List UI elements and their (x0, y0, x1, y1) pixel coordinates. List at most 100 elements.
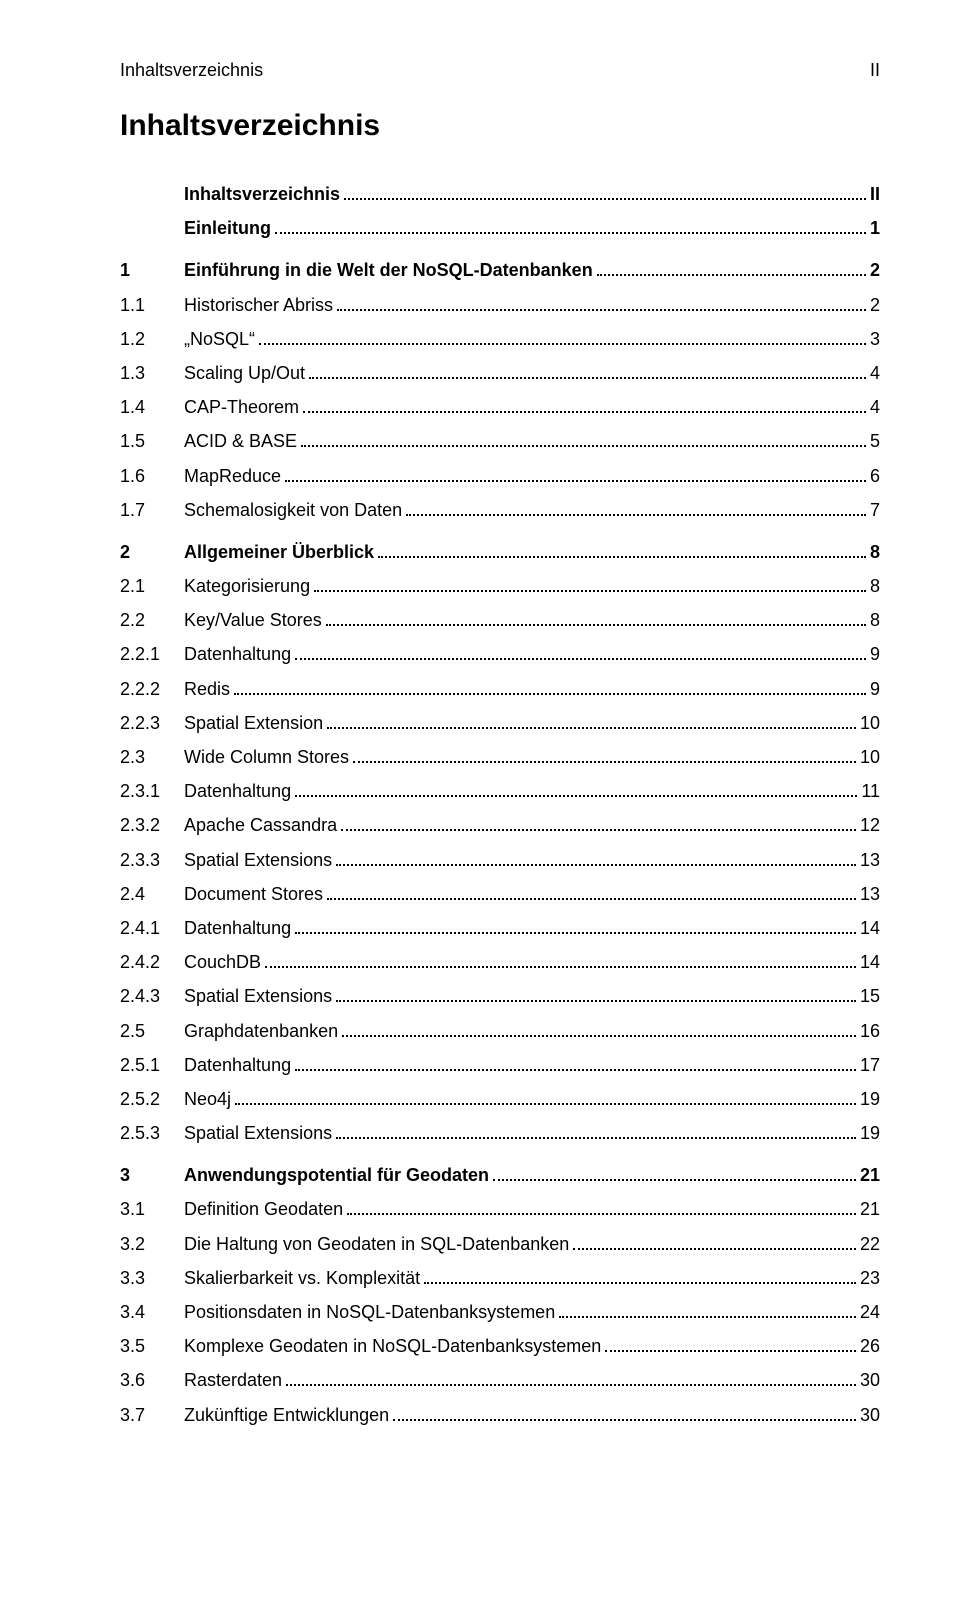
toc-leader-dots (342, 1024, 856, 1037)
toc-leader-dots (493, 1168, 856, 1181)
toc-entry: 3.7Zukünftige Entwicklungen30 (120, 1398, 880, 1432)
toc-entry-number: 2.3.1 (120, 774, 184, 808)
toc-leader-dots (597, 264, 866, 277)
toc-entry-number: 3.2 (120, 1227, 184, 1261)
toc-entry-title: Anwendungspotential für Geodaten (184, 1158, 489, 1192)
toc-entry: 2.3.2Apache Cassandra12 (120, 808, 880, 842)
toc-entry-number: 2 (120, 535, 184, 569)
toc-entry-number: 2.4.3 (120, 979, 184, 1013)
toc-entry-number: 2.2.1 (120, 637, 184, 671)
toc-entry-title: Inhaltsverzeichnis (184, 177, 340, 211)
toc-leader-dots (605, 1339, 856, 1352)
toc-leader-dots (336, 1126, 856, 1139)
toc-leader-dots (314, 579, 866, 592)
toc-entry-page: 6 (870, 459, 880, 493)
toc-entry-number: 1.4 (120, 390, 184, 424)
toc-entry-page: 8 (870, 535, 880, 569)
toc-entry-page: 10 (860, 706, 880, 740)
toc-entry-title: Schemalosigkeit von Daten (184, 493, 402, 527)
toc-leader-dots (301, 435, 866, 448)
toc-entry-title: Historischer Abriss (184, 288, 333, 322)
toc-entry: 3.6Rasterdaten30 (120, 1363, 880, 1397)
toc-entry-title: Scaling Up/Out (184, 356, 305, 390)
toc-entry-page: 23 (860, 1261, 880, 1295)
toc-entry-page: 4 (870, 390, 880, 424)
toc-entry: 2.3.1Datenhaltung11 (120, 774, 880, 808)
toc-entry-number: 2.3 (120, 740, 184, 774)
toc-entry-page: 9 (870, 672, 880, 706)
toc-leader-dots (378, 545, 866, 558)
toc-entry-title: MapReduce (184, 459, 281, 493)
header-left: Inhaltsverzeichnis (120, 60, 263, 81)
toc-entry-title: „NoSQL“ (184, 322, 255, 356)
toc-entry: 2.4Document Stores13 (120, 877, 880, 911)
toc-leader-dots (393, 1408, 856, 1421)
toc-entry-page: 8 (870, 569, 880, 603)
toc-entry: 1.4CAP-Theorem4 (120, 390, 880, 424)
toc-leader-dots (424, 1271, 856, 1284)
toc-leader-dots (347, 1203, 856, 1216)
toc-entry: 1Einführung in die Welt der NoSQL-Datenb… (120, 253, 880, 287)
toc-entry-page: 5 (870, 424, 880, 458)
toc-entry: 2.2Key/Value Stores8 (120, 603, 880, 637)
toc-entry-page: II (870, 177, 880, 211)
toc-entry-page: 2 (870, 288, 880, 322)
toc-entry-page: 19 (860, 1116, 880, 1150)
toc-leader-dots (295, 921, 856, 934)
toc-entry-page: 30 (860, 1363, 880, 1397)
toc-entry-page: 8 (870, 603, 880, 637)
toc-entry-title: Komplexe Geodaten in NoSQL-Datenbanksyst… (184, 1329, 601, 1363)
toc-entry: 2.5.2Neo4j19 (120, 1082, 880, 1116)
toc-entry-title: Zukünftige Entwicklungen (184, 1398, 389, 1432)
toc-entry-title: Allgemeiner Überblick (184, 535, 374, 569)
toc-entry: 1.6MapReduce6 (120, 459, 880, 493)
toc-leader-dots (235, 1092, 856, 1105)
toc-entry-page: 19 (860, 1082, 880, 1116)
toc-entry: 3Anwendungspotential für Geodaten21 (120, 1158, 880, 1192)
toc-entry-page: 4 (870, 356, 880, 390)
toc-entry-title: Positionsdaten in NoSQL-Datenbanksysteme… (184, 1295, 555, 1329)
toc-entry-title: Einleitung (184, 211, 271, 245)
toc-entry: 1.1Historischer Abriss 2 (120, 288, 880, 322)
toc-entry: 1.5ACID & BASE5 (120, 424, 880, 458)
toc-entry-title: CouchDB (184, 945, 261, 979)
toc-entry: 3.2Die Haltung von Geodaten in SQL-Daten… (120, 1227, 880, 1261)
toc-entry-number: 3.4 (120, 1295, 184, 1329)
toc-entry: 2.4.1Datenhaltung14 (120, 911, 880, 945)
toc-entry-number: 2.1 (120, 569, 184, 603)
toc-entry: 3.5Komplexe Geodaten in NoSQL-Datenbanks… (120, 1329, 880, 1363)
toc-entry: 2.5.3Spatial Extensions19 (120, 1116, 880, 1150)
toc-entry: 2.2.2Redis9 (120, 672, 880, 706)
toc-entry-page: 13 (860, 877, 880, 911)
toc-entry-title: Spatial Extension (184, 706, 323, 740)
toc-entry: 2.4.3Spatial Extensions15 (120, 979, 880, 1013)
toc-leader-dots (341, 819, 856, 832)
toc-entry-page: 10 (860, 740, 880, 774)
toc-entry-title: Skalierbarkeit vs. Komplexität (184, 1261, 420, 1295)
toc-entry: Inhaltsverzeichnis II (120, 177, 880, 211)
toc-leader-dots (234, 682, 866, 695)
toc-entry-page: 14 (860, 945, 880, 979)
toc-entry-page: 2 (870, 253, 880, 287)
toc-entry-number: 2.2 (120, 603, 184, 637)
toc-leader-dots (275, 221, 866, 234)
toc-entry-page: 13 (860, 843, 880, 877)
toc-entry-page: 14 (860, 911, 880, 945)
toc-entry-page: 26 (860, 1329, 880, 1363)
document-page: Inhaltsverzeichnis II Inhaltsverzeichnis… (0, 0, 960, 1616)
toc-entry: 2.2.3Spatial Extension10 (120, 706, 880, 740)
toc-leader-dots (344, 187, 866, 200)
toc-entry-page: 22 (860, 1227, 880, 1261)
toc-entry-title: Datenhaltung (184, 637, 291, 671)
toc-entry-title: Graphdatenbanken (184, 1014, 338, 1048)
toc-entry-number: 3.6 (120, 1363, 184, 1397)
running-header: Inhaltsverzeichnis II (120, 60, 880, 81)
toc-entry-number: 2.5.2 (120, 1082, 184, 1116)
toc-entry-page: 21 (860, 1158, 880, 1192)
toc-leader-dots (309, 366, 866, 379)
toc-leader-dots (327, 887, 856, 900)
toc-entry-number: 1.1 (120, 288, 184, 322)
toc-entry-number: 1.2 (120, 322, 184, 356)
toc-leader-dots (295, 648, 866, 661)
toc-entry: Einleitung1 (120, 211, 880, 245)
